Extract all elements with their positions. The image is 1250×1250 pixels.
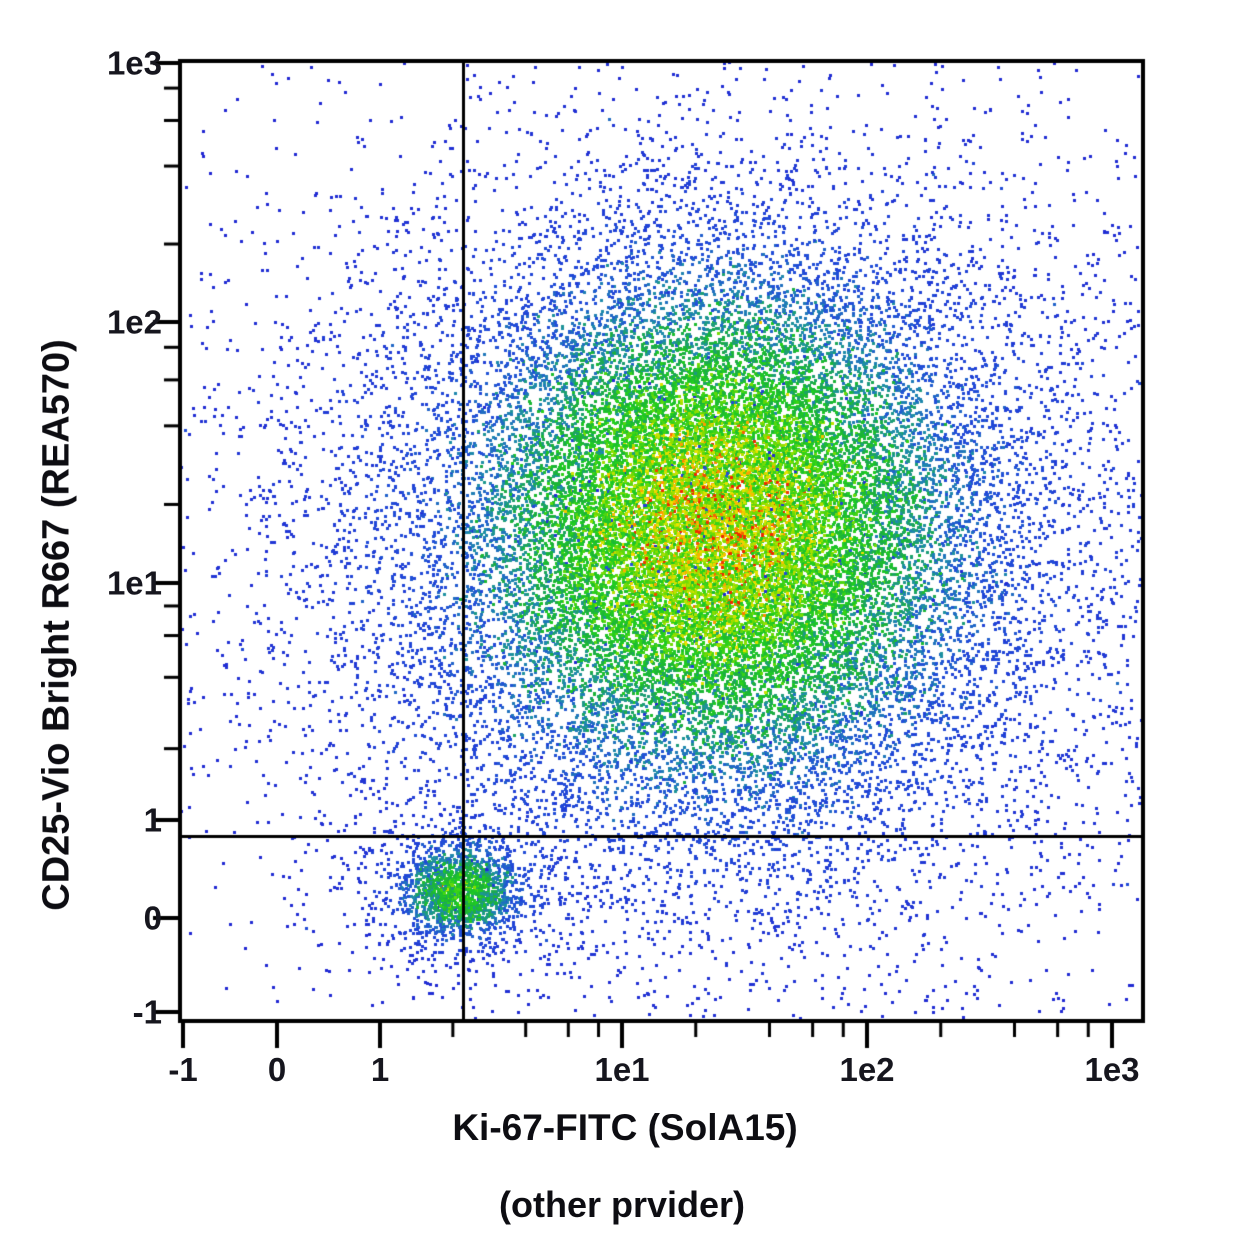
x-tick-label: 0 [267, 1051, 287, 1088]
y-axis-title: CD25-Vio Bright R667 (REA570) [35, 339, 78, 911]
x-axis-subtitle: (other prvider) [498, 1184, 746, 1225]
y-tick-label: 1e3 [106, 44, 162, 82]
y-tick-label: 0 [143, 899, 162, 937]
x-axis-title: Ki-67-FITC (SolA15) [452, 1107, 798, 1148]
y-tick-label: 1 [143, 801, 162, 839]
x-tick-label: 1e3 [1084, 1051, 1140, 1088]
y-tick-label: 1e2 [106, 303, 162, 341]
x-tick-label: 1e2 [839, 1051, 895, 1088]
x-tick-label: 1 [370, 1051, 390, 1088]
y-tick-label: 1e1 [106, 564, 162, 602]
x-tick-label: -1 [168, 1051, 198, 1088]
y-tick-label: -1 [132, 993, 162, 1031]
x-tick-label: 1e1 [594, 1051, 650, 1088]
